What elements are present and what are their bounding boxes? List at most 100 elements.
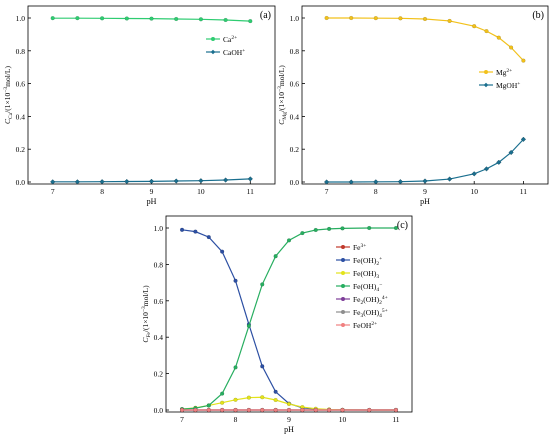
data-point	[327, 407, 332, 413]
y-tick-label: 0.6	[16, 80, 26, 89]
plot-frame	[301, 5, 549, 185]
data-point	[273, 397, 278, 403]
data-point	[521, 58, 526, 63]
legend-swatch-marker	[341, 284, 345, 288]
data-point	[174, 16, 179, 22]
legend-label: Fe3+	[353, 243, 366, 252]
legend-swatch-marker	[211, 37, 215, 41]
data-point	[508, 149, 514, 156]
data-point	[373, 16, 378, 21]
data-point	[206, 403, 211, 408]
x-axis-label: pH	[284, 425, 294, 434]
data-point	[509, 45, 514, 50]
legend-label: Fe(OH)4−	[353, 282, 382, 293]
legend-swatch-marker	[341, 271, 345, 275]
plot-frame	[27, 5, 276, 185]
data-point	[471, 171, 477, 177]
data-point	[247, 176, 253, 182]
data-point	[422, 16, 428, 22]
data-point	[124, 16, 129, 21]
data-point	[313, 227, 318, 233]
y-tick-label: 0.4	[16, 112, 26, 121]
x-tick-label: 10	[470, 187, 478, 196]
y-tick-label: 0.2	[16, 145, 26, 154]
legend-swatch-marker	[484, 70, 488, 74]
y-tick-label: 0.8	[154, 260, 164, 269]
data-point	[223, 177, 229, 183]
data-point	[220, 391, 225, 396]
legend-swatch-marker	[341, 323, 345, 327]
data-point	[273, 407, 278, 413]
data-point	[50, 16, 55, 21]
data-point	[233, 397, 238, 402]
x-tick-label: 11	[520, 187, 527, 196]
series-4: Fe(OH)4−	[179, 225, 399, 412]
data-point	[348, 179, 354, 185]
data-point	[340, 226, 345, 231]
chart-panel-1: 0.0 0.2 0.4 0.6 0.8 1.0 7 8 9 10 11 pH CCa/(1×10−3mo…	[3, 5, 276, 206]
data-point	[397, 179, 403, 185]
x-tick-label: 11	[392, 415, 399, 424]
data-point	[447, 176, 453, 182]
x-axis-label: pH	[420, 197, 430, 206]
data-point	[393, 225, 399, 231]
data-point	[260, 282, 265, 287]
data-point	[148, 178, 155, 184]
legend-swatch-marker	[341, 258, 345, 262]
data-point	[300, 231, 305, 236]
y-tick-label: 0.6	[290, 80, 300, 89]
x-tick-label: 8	[100, 187, 104, 196]
x-tick-label: 9	[150, 187, 154, 196]
data-point	[149, 16, 154, 21]
y-tick-label: 0.4	[290, 112, 300, 121]
x-tick-label: 10	[197, 187, 205, 196]
y-tick-label: 0.2	[154, 370, 164, 379]
data-point	[273, 389, 278, 394]
data-point	[398, 16, 403, 21]
data-point	[99, 179, 105, 185]
y-axis-label: CFe/(1×10−3mol/L)	[141, 285, 152, 343]
data-point	[340, 407, 345, 413]
y-tick-label: 0.0	[16, 178, 26, 187]
legend-label: Mg2+	[496, 68, 512, 77]
legend-label: Fe(OH)3	[353, 269, 379, 280]
panel-label: (b)	[532, 10, 544, 21]
data-point	[193, 407, 198, 413]
series-2: MgOH+	[324, 81, 526, 185]
data-point	[233, 278, 238, 283]
data-point	[220, 249, 225, 254]
data-point	[286, 238, 292, 243]
data-point	[223, 17, 228, 23]
data-point	[260, 407, 265, 413]
series-7: FeOH2+	[179, 321, 399, 413]
data-point	[286, 401, 292, 407]
legend-label: Fe(OH)2+	[353, 256, 382, 267]
legend-label: Ca2+	[223, 35, 237, 44]
legend-swatch-marker	[341, 297, 345, 301]
data-point	[233, 365, 238, 370]
panel-label: (c)	[397, 220, 408, 231]
data-point	[50, 179, 56, 185]
y-tick-label: 1.0	[16, 14, 26, 23]
y-axis-label: CCa/(1×10−3mol/L)	[3, 66, 14, 124]
y-tick-label: 0.8	[16, 47, 26, 56]
data-point	[220, 400, 225, 405]
x-tick-label: 10	[339, 415, 347, 424]
data-point	[206, 407, 211, 413]
data-point	[233, 407, 238, 413]
x-axis-label: pH	[147, 197, 157, 206]
x-tick-label: 7	[51, 187, 55, 196]
data-point	[313, 407, 318, 413]
legend-swatch-marker	[483, 82, 489, 88]
data-point	[324, 15, 329, 21]
data-point	[373, 179, 379, 185]
series-line	[326, 17, 524, 62]
y-tick-label: 0.0	[154, 406, 164, 415]
y-tick-label: 0.6	[154, 297, 164, 306]
data-point	[367, 407, 372, 413]
data-point	[193, 229, 198, 234]
data-point	[484, 29, 489, 34]
series-2: Fe(OH)2+	[179, 227, 399, 413]
series-1: Mg2+	[324, 15, 526, 77]
